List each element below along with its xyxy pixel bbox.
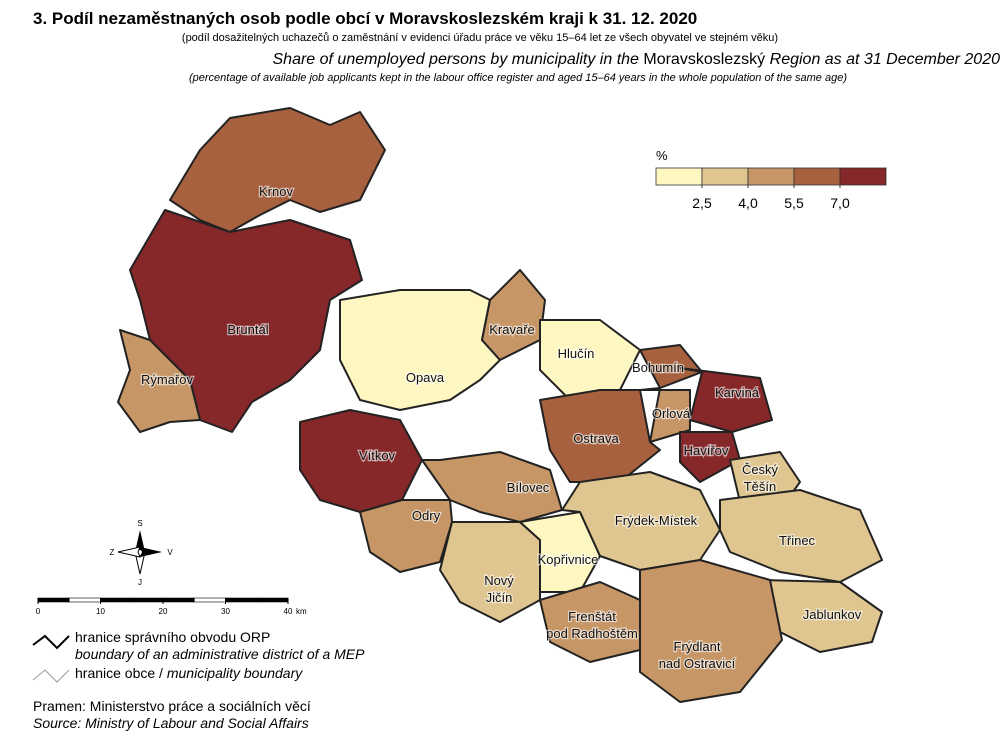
- region: [639, 387, 691, 443]
- place-label: Frenštát: [568, 609, 616, 624]
- title-en-part: Share of unemployed persons by municipal…: [273, 51, 644, 68]
- place-label: Třinec: [779, 533, 816, 548]
- legend-swatch: [655, 167, 703, 186]
- place-label: Vítkov: [359, 448, 396, 463]
- region: [117, 329, 201, 433]
- place-label: Opava: [406, 370, 445, 385]
- region: [481, 269, 546, 361]
- scale-segment: [131, 597, 164, 603]
- place-label: Krnov: [259, 184, 293, 199]
- title-en-part: Moravskoslezský: [643, 51, 765, 68]
- place-labels: Krnov Bruntál Rýmařov Opava Kravaře Hlučín Boh…: [140, 183, 863, 673]
- key-text-part: municipality boundary: [167, 665, 303, 681]
- place-label: Bílovec: [507, 480, 550, 495]
- legend-swatch: [701, 167, 749, 186]
- place-label: Český: [742, 462, 779, 477]
- legend-swatch: [839, 167, 887, 186]
- key-text-part: /: [155, 665, 167, 681]
- key-text-part: hranice obce: [75, 665, 155, 681]
- scale-tick-label: 20: [159, 607, 168, 616]
- source-en: Source: Ministry of Labour and Social Af…: [33, 715, 309, 731]
- scale-segment: [256, 597, 289, 603]
- place-label: Bruntál: [227, 322, 268, 337]
- subtitle: (podíl dosažitelných uchazečů o zaměstná…: [182, 32, 778, 44]
- scale-segment: [225, 597, 258, 603]
- legend-tick-label: 7,0: [830, 195, 850, 211]
- place-label: Kopřivnice: [538, 552, 599, 567]
- region: [539, 389, 661, 483]
- compass-arrow: [135, 530, 145, 552]
- region: [679, 431, 741, 483]
- scale-tick-label: 0: [36, 607, 41, 616]
- scale-unit: km: [296, 607, 307, 616]
- legend-tick-label: 2,5: [692, 195, 712, 211]
- place-label: pod Radhoštěm: [546, 626, 638, 641]
- scale-segment: [100, 597, 133, 603]
- place-label: Rýmařov: [141, 372, 194, 387]
- subtitle-en: (percentage of available job applicants …: [189, 72, 847, 84]
- place-label: Hlučín: [558, 346, 595, 361]
- key-text: hranice správního obvodu ORP: [75, 629, 270, 645]
- regions: [117, 107, 883, 703]
- place-label: Odry: [412, 508, 441, 523]
- compass-label: J: [138, 578, 142, 587]
- compass-label: Z: [110, 548, 115, 557]
- region: [129, 209, 363, 433]
- boundary-key: hranice správního obvodu ORP boundary of…: [32, 629, 365, 683]
- place-label: Jablunkov: [803, 607, 862, 622]
- scale-segment: [37, 597, 70, 603]
- legend-unit: %: [656, 148, 668, 163]
- place-label: Jičín: [486, 590, 513, 605]
- region: [169, 107, 386, 233]
- source-cz: Pramen: Ministerstvo práce a sociálních …: [33, 698, 311, 714]
- region: [639, 559, 783, 703]
- place-label: Ostrava: [573, 431, 619, 446]
- place-label: Kravaře: [489, 322, 535, 337]
- place-label: Bohumín: [632, 360, 684, 375]
- place-label: Těšín: [744, 479, 777, 494]
- scale-tick-label: 10: [96, 607, 105, 616]
- title-en: Share of unemployed persons by municipal…: [273, 51, 1001, 68]
- title-en-part: Region as at 31 December 2020: [765, 51, 1000, 68]
- scale-tick-label: 40: [284, 607, 293, 616]
- legend-swatch: [793, 167, 841, 186]
- scale-tick-label: 30: [221, 607, 230, 616]
- compass-label: S: [137, 519, 142, 528]
- place-label: Karviná: [715, 385, 760, 400]
- legend-tick-label: 4,0: [738, 195, 758, 211]
- scale-segment: [68, 597, 101, 603]
- place-label: Nový: [484, 573, 514, 588]
- scale-bar: 0 10 20 30 40 km: [36, 597, 307, 616]
- legend-tick-label: 5,5: [784, 195, 804, 211]
- scale-segment: [193, 597, 226, 603]
- region: [561, 471, 721, 571]
- place-label: nad Ostravicí: [659, 656, 736, 671]
- region: [679, 367, 773, 433]
- region: [339, 289, 501, 411]
- compass: S Z V J: [110, 519, 174, 587]
- place-label: Frýdek-Místek: [615, 513, 698, 528]
- place-label: Frýdlant: [674, 639, 721, 654]
- region: [439, 521, 541, 623]
- legend: % 2,5 4,0 5,5 7,0: [655, 148, 887, 211]
- place-label: Havířov: [684, 443, 729, 458]
- key-text: boundary of an administrative district o…: [75, 646, 365, 662]
- compass-label: V: [167, 548, 173, 557]
- legend-swatch: [747, 167, 795, 186]
- compass-arrow: [140, 547, 162, 557]
- place-label: Orlová: [652, 406, 691, 421]
- scale-segment: [162, 597, 195, 603]
- obec-symbol: [32, 669, 70, 683]
- title: 3. Podíl nezaměstnaných osob podle obcí …: [33, 9, 697, 28]
- orp-symbol: [32, 634, 70, 650]
- key-text: hranice obce / municipality boundary: [75, 665, 303, 681]
- compass-arrow: [117, 546, 141, 558]
